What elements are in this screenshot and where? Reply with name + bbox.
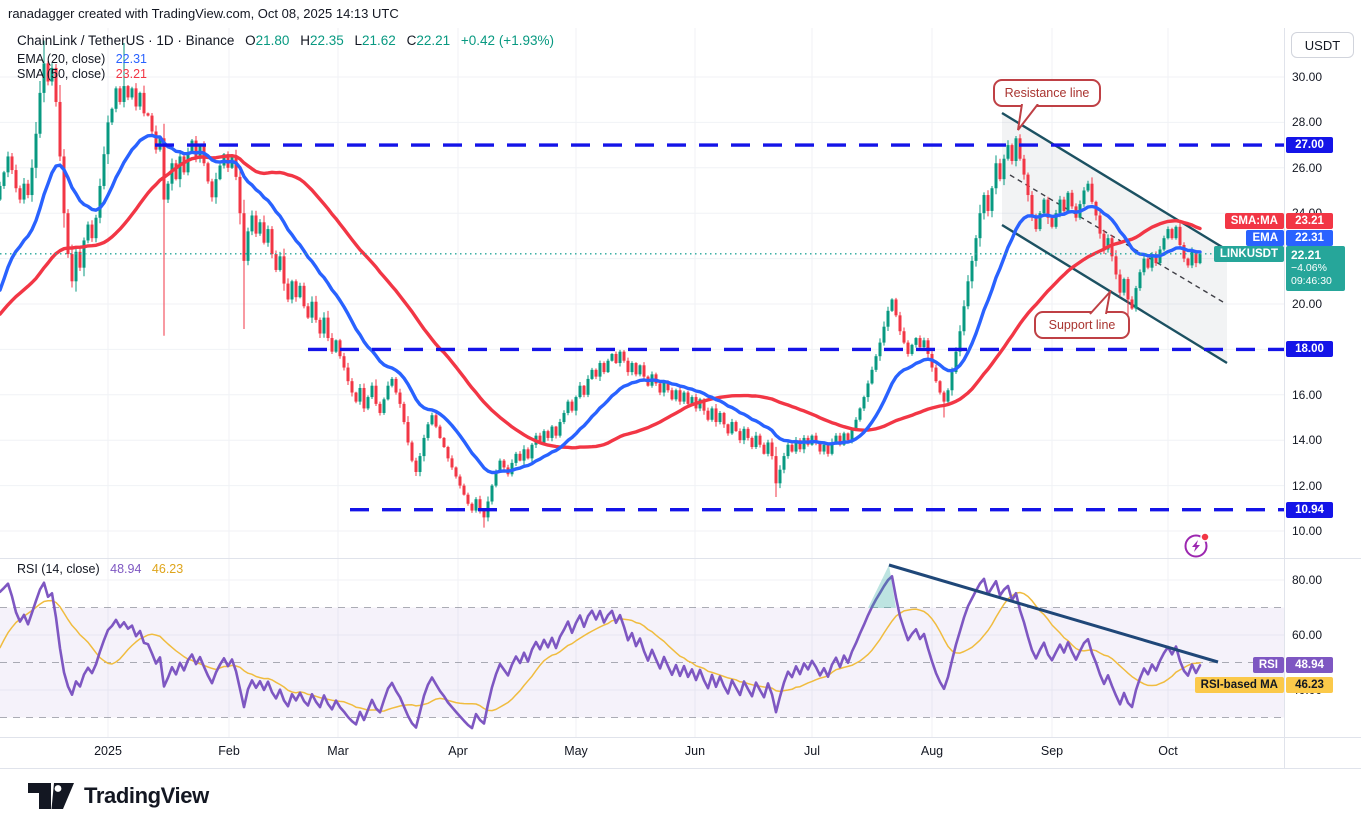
time-axis-border bbox=[0, 737, 1361, 738]
ema20-line bbox=[0, 133, 1202, 475]
tradingview-logo[interactable]: TradingView bbox=[28, 781, 209, 811]
series-label-LINKUSDT: LINKUSDT bbox=[1213, 246, 1284, 262]
change-value: +0.42 (+1.93%) bbox=[460, 33, 554, 48]
ema-value: 22.31 bbox=[115, 52, 147, 66]
ohlc-close-key: C bbox=[406, 33, 417, 48]
sma-value: 23.21 bbox=[115, 67, 147, 81]
rsi-series-label-RSI-based MA: RSI-based MA bbox=[1194, 677, 1284, 693]
rsi-label: RSI (14, close) bbox=[17, 562, 100, 576]
price-tick-28.00: 28.00 bbox=[1292, 115, 1323, 130]
time-label-Sep: Sep bbox=[1040, 744, 1064, 758]
rsi-tick-60.00: 60.00 bbox=[1292, 628, 1323, 642]
resistance-line-callout[interactable]: Resistance line bbox=[993, 79, 1101, 107]
symbol-badge-countdown: 09:46:30 bbox=[1291, 275, 1332, 287]
time-label-2025: 2025 bbox=[94, 744, 122, 758]
ohlc-high-key: H bbox=[300, 33, 310, 48]
sma-label: SMA (50, close) bbox=[17, 67, 106, 81]
price-tick-10.00: 10.00 bbox=[1292, 524, 1323, 538]
time-label-Apr: Apr bbox=[448, 744, 468, 758]
time-label-Jul: Jul bbox=[804, 744, 820, 758]
support-callout-tail bbox=[1089, 290, 1112, 315]
axis-value-badge-EMA: 22.31 bbox=[1286, 230, 1333, 246]
rsi-ma-line bbox=[0, 591, 1201, 713]
symbol-badge-price: 22.21 bbox=[1291, 248, 1322, 262]
resistance-callout-tail bbox=[1017, 104, 1039, 131]
ema-legend: EMA (20, close) 22.31 bbox=[17, 52, 147, 66]
rsi-trendline[interactable] bbox=[888, 563, 1219, 664]
series-label-EMA: EMA bbox=[1246, 230, 1284, 246]
series-label-SMA:MA: SMA:MA bbox=[1224, 213, 1284, 229]
channel-fill bbox=[1002, 113, 1227, 363]
axis-value-badge-SMA:MA: 23.21 bbox=[1286, 213, 1333, 229]
ohlc-low-value: 21.62 bbox=[362, 33, 396, 48]
price-tick-20.00: 20.00 bbox=[1292, 297, 1323, 311]
price-tick-30.00: 30.00 bbox=[1292, 70, 1323, 84]
support-line-callout[interactable]: Support line bbox=[1034, 311, 1130, 339]
symbol-price-badge: 22.21 −4.06% 09:46:30 bbox=[1286, 246, 1345, 291]
rsi-line bbox=[0, 575, 1202, 730]
time-label-Feb: Feb bbox=[218, 744, 240, 758]
sma-legend: SMA (50, close) 23.21 bbox=[17, 67, 147, 81]
rsi-tick-80.00: 80.00 bbox=[1292, 573, 1323, 587]
rsi-value-badge-RSI-based MA: 46.23 bbox=[1286, 677, 1333, 693]
ohlc-close-value: 22.21 bbox=[416, 33, 451, 48]
ohlc-low-key: L bbox=[354, 33, 363, 48]
ohlc-high-value: 22.35 bbox=[309, 33, 344, 48]
symbol-badge-change-pct: −4.06% bbox=[1291, 262, 1327, 274]
rsi-series-label-RSI: RSI bbox=[1252, 657, 1284, 673]
chart-bottom-border bbox=[0, 768, 1361, 769]
tradingview-logo-text: TradingView bbox=[84, 783, 209, 808]
time-label-Mar: Mar bbox=[327, 744, 349, 758]
tradingview-logo-icon bbox=[28, 783, 74, 809]
attribution-text: ranadagger created with TradingView.com,… bbox=[8, 6, 399, 21]
alert-lightning-icon[interactable] bbox=[1184, 532, 1210, 558]
ema-label: EMA (20, close) bbox=[17, 52, 106, 66]
price-axis-border bbox=[1284, 28, 1285, 768]
price-level-badge-10.94: 10.94 bbox=[1286, 501, 1333, 518]
ohlc-open-key: O bbox=[245, 33, 256, 48]
pane-separator[interactable] bbox=[0, 558, 1361, 559]
time-label-May: May bbox=[564, 744, 588, 758]
price-tick-14.00: 14.00 bbox=[1292, 433, 1323, 448]
time-label-Oct: Oct bbox=[1158, 744, 1178, 758]
rsi-ma-value: 46.23 bbox=[151, 562, 184, 576]
price-tick-12.00: 12.00 bbox=[1292, 478, 1323, 493]
alert-red-dot bbox=[1200, 532, 1210, 542]
symbol-title: ChainLink / TetherUS · 1D · Binance bbox=[17, 33, 235, 48]
support-trendline[interactable] bbox=[1001, 223, 1228, 365]
sma50-line bbox=[0, 154, 1202, 450]
time-label-Jun: Jun bbox=[684, 744, 706, 758]
rsi-pane bbox=[0, 563, 1284, 730]
rsi-value: 48.94 bbox=[110, 562, 142, 576]
price-level-badge-27.00: 27.00 bbox=[1286, 137, 1333, 154]
rsi-legend: RSI (14, close) 48.94 46.23 bbox=[17, 562, 183, 576]
resistance-trendline[interactable] bbox=[1001, 111, 1228, 252]
time-label-Aug: Aug bbox=[920, 744, 944, 758]
price-tick-16.00: 16.00 bbox=[1292, 387, 1323, 402]
price-level-badge-18.00: 18.00 bbox=[1286, 341, 1333, 358]
price-tick-26.00: 26.00 bbox=[1292, 160, 1323, 175]
rsi-value-badge-RSI: 48.94 bbox=[1286, 657, 1333, 673]
price-pane bbox=[0, 40, 1228, 528]
symbol-legend: ChainLink / TetherUS · 1D · Binance O21.… bbox=[17, 33, 554, 48]
candlestick-series bbox=[0, 40, 1202, 528]
ohlc-open-value: 21.80 bbox=[255, 33, 290, 48]
rsi-peak-shade bbox=[868, 565, 896, 608]
currency-unit-button[interactable]: USDT bbox=[1291, 32, 1354, 58]
